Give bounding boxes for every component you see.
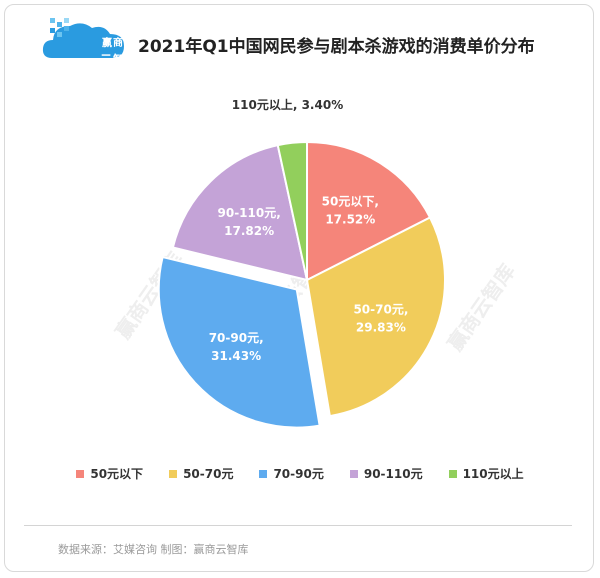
legend-label-1: 50元以下 [90, 467, 144, 481]
legend-swatch-2 [169, 469, 178, 478]
pie-slice-2 [305, 216, 446, 418]
pie-slice-5 [276, 140, 308, 281]
slice-label-5: 110元以上, 3.40% [232, 97, 343, 112]
legend-swatch-1 [76, 469, 85, 478]
slice-category-label-1: 50元以下, [322, 194, 379, 208]
slice-value-label-3: 31.43% [211, 349, 261, 363]
chart-title: 2021年Q1中国网民参与剧本杀游戏的消费单价分布 [138, 37, 535, 57]
cloud-logo-icon [42, 18, 125, 58]
chart-frame [4, 4, 594, 572]
footer-divider [24, 525, 572, 526]
legend-item-4: 90-110元 [349, 465, 423, 482]
legend: 50元以下 50-70元 70-90元 90-110元 110元以上 [0, 465, 600, 482]
pie-chart: 50元以下, 17.52% 50-70元, 29.83% 70-90元, 31.43% 90… [157, 97, 446, 429]
legend-label-4: 90-110元 [363, 467, 423, 481]
pie-slice-3 [157, 255, 321, 429]
pie-slice-4 [171, 143, 309, 282]
legend-item-3: 70-90元 [259, 465, 324, 482]
legend-item-5: 110元以上 [448, 465, 524, 482]
slice-value-label-2: 29.83% [356, 320, 406, 334]
slice-value-label-4: 17.82% [224, 224, 274, 238]
logo-text-2: 云智库 [100, 53, 127, 84]
slice-category-label-2: 50-70元, [353, 302, 408, 316]
slice-category-label-3: 70-90元, [209, 331, 264, 345]
slice-value-label-1: 17.52% [325, 212, 375, 226]
brand-logo: 赢商 云智库 [40, 14, 130, 84]
legend-item-2: 50-70元 [169, 465, 233, 482]
legend-label-2: 50-70元 [183, 467, 234, 481]
pie-slice-1 [306, 140, 432, 282]
legend-swatch-5 [448, 469, 457, 478]
source-note: 数据来源：艾媒咨询 制图：赢商云智库 [58, 543, 249, 556]
slice-category-label-4: 90-110元, [218, 206, 281, 220]
legend-swatch-3 [259, 469, 268, 478]
logo-text-1: 赢商 [102, 38, 124, 49]
legend-swatch-4 [349, 469, 358, 478]
legend-label-3: 70-90元 [273, 467, 324, 481]
legend-label-5: 110元以上 [462, 467, 524, 481]
legend-item-1: 50元以下 [76, 465, 143, 482]
